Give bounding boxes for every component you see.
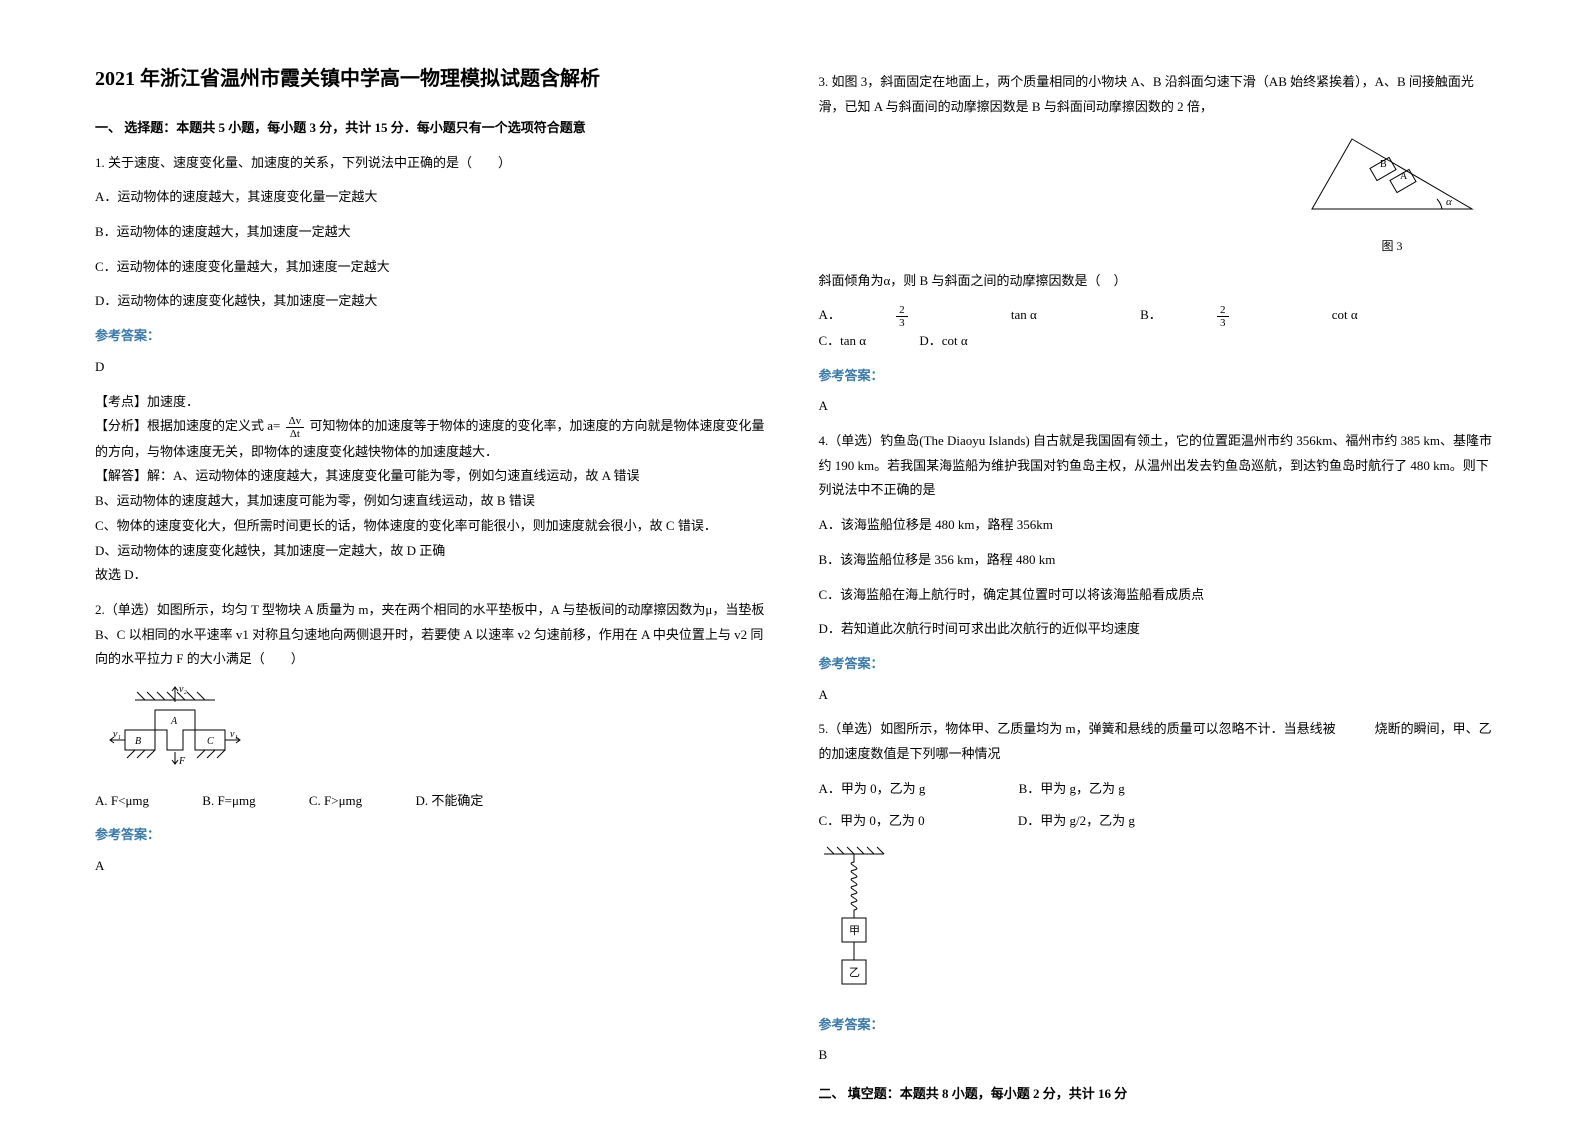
left-column: 2021 年浙江省温州市霞关镇中学高一物理模拟试题含解析 一、 选择题：本题共 … — [70, 60, 794, 1082]
q4-ans: A — [819, 683, 1493, 708]
q1-jd2: B、运动物体的速度越大，其加速度可能为零，例如匀速直线运动，故 B 错误 — [95, 489, 769, 514]
q1-opt-c: C．运动物体的速度变化量越大，其加速度一定越大 — [95, 255, 769, 280]
q4-opt-a: A．该海监船位移是 480 km，路程 356km — [819, 513, 1493, 538]
svg-text:v₁: v₁ — [230, 729, 238, 740]
q5-row1: A．甲为 0，乙为 g B．甲为 g，乙为 g — [819, 777, 1493, 802]
svg-text:B: B — [135, 736, 141, 747]
q5-row2: C．甲为 0，乙为 0 D．甲为 g/2，乙为 g — [819, 809, 1493, 834]
q2-opt-b: B. F=μmg — [202, 789, 255, 814]
q2-stem: 2.（单选）如图所示，均匀 T 型物块 A 质量为 m，夹在两个相同的水平垫板中… — [95, 598, 769, 672]
q2-ans-label: 参考答案： — [95, 823, 769, 848]
q1-opt-a: A．运动物体的速度越大，其速度变化量一定越大 — [95, 185, 769, 210]
q1-jd4: D、运动物体的速度变化越快，其加速度一定越大，故 D 正确 — [95, 539, 769, 564]
q5-ans: B — [819, 1043, 1493, 1068]
q2-opt-c: C. F>μmg — [309, 789, 362, 814]
q1-opt-b: B．运动物体的速度越大，其加速度一定越大 — [95, 220, 769, 245]
q4-stem: 4.（单选）钓鱼岛(The Diaoyu Islands) 自古就是我国固有领土… — [819, 429, 1493, 503]
q5-figure: 甲 乙 — [819, 844, 1493, 1003]
q5-stem: 5.（单选）如图所示，物体甲、乙质量均为 m，弹簧和悬线的质量可以忽略不计．当悬… — [819, 717, 1493, 766]
section-2-head: 二、 填空题：本题共 8 小题，每小题 2 分，共计 16 分 — [819, 1082, 1493, 1107]
q3-stem1: 3. 如图 3，斜面固定在地面上，两个质量相同的小物块 A、B 沿斜面匀速下滑（… — [819, 70, 1493, 119]
q5-opt-b: B．甲为 g，乙为 g — [1019, 777, 1125, 802]
q3-opt-b: B． 2 3 cot α — [1140, 303, 1408, 329]
svg-text:甲: 甲 — [849, 925, 860, 937]
q3-stem2: 斜面倾角为α，则 B 与斜面之间的动摩擦因数是（ ） — [819, 269, 1493, 294]
q1-jd1: 【解答】解：A、运动物体的速度越大，其速度变化量可能为零，例如匀速直线运动，故 … — [95, 464, 769, 489]
page-title: 2021 年浙江省温州市霞关镇中学高一物理模拟试题含解析 — [95, 60, 769, 98]
right-column: 3. 如图 3，斜面固定在地面上，两个质量相同的小物块 A、B 沿斜面匀速下滑（… — [794, 60, 1518, 1082]
q1-frac: Δv Δt — [286, 415, 305, 440]
q3-figure-wrap: B A α 图 3 — [819, 129, 1493, 258]
svg-text:乙: 乙 — [849, 966, 860, 979]
q1-frac-den: Δt — [286, 428, 305, 440]
svg-text:B: B — [1380, 159, 1387, 170]
q5-opt-d: D．甲为 g/2，乙为 g — [1018, 809, 1135, 834]
q1-ans: D — [95, 355, 769, 380]
q2-figure: v₂ v₁ v₁ A B C F — [95, 682, 769, 781]
q2-options: A. F<μmg B. F=μmg C. F>μmg D. 不能确定 — [95, 789, 769, 814]
q3-options: A． 2 3 tan α B． 2 3 cot α C．tan α D．cot … — [819, 303, 1493, 353]
q3-fig-label: 图 3 — [1292, 235, 1492, 258]
q5-opt-a: A．甲为 0，乙为 g — [819, 777, 926, 802]
svg-text:A: A — [1400, 171, 1408, 182]
q1-fx-pre: 【分析】根据加速度的定义式 a= — [95, 418, 280, 433]
q1-stem: 1. 关于速度、速度变化量、加速度的关系，下列说法中正确的是（ ） — [95, 151, 769, 176]
q1-jd5: 故选 D． — [95, 563, 769, 588]
q5-opt-c: C．甲为 0，乙为 0 — [819, 809, 925, 834]
q5-ans-label: 参考答案： — [819, 1013, 1493, 1038]
q4-ans-label: 参考答案： — [819, 652, 1493, 677]
svg-text:F: F — [178, 756, 186, 767]
q2-ans: A — [95, 854, 769, 879]
section-1-head: 一、 选择题：本题共 5 小题，每小题 3 分，共计 15 分．每小题只有一个选… — [95, 116, 769, 141]
q3-opt-d: D．cot α — [919, 329, 967, 354]
q3-ans: A — [819, 394, 1493, 419]
q4-opt-b: B．该海监船位移是 356 km，路程 480 km — [819, 548, 1493, 573]
q1-kd: 【考点】加速度． — [95, 390, 769, 415]
q1-ans-label: 参考答案： — [95, 324, 769, 349]
q1-jd3: C、物体的速度变化大，但所需时间更长的话，物体速度的变化率可能很小，则加速度就会… — [95, 514, 769, 539]
q4-opt-d: D．若知道此次航行时间可求出此次航行的近似平均速度 — [819, 617, 1493, 642]
q2-opt-d: D. 不能确定 — [415, 789, 483, 814]
q3-opt-c: C．tan α — [819, 329, 867, 354]
svg-text:A: A — [170, 716, 178, 727]
q1-frac-num: Δv — [286, 415, 305, 428]
svg-text:C: C — [207, 736, 214, 747]
q3-figure: B A α 图 3 — [1292, 129, 1492, 257]
q1-opt-d: D．运动物体的速度变化越快，其加速度一定越大 — [95, 289, 769, 314]
svg-text:v₂: v₂ — [179, 684, 187, 695]
q1-fx: 【分析】根据加速度的定义式 a= Δv Δt 可知物体的加速度等于物体的速度的变… — [95, 414, 769, 464]
q3-opt-a: A． 2 3 tan α — [819, 303, 1087, 329]
q3-ans-label: 参考答案： — [819, 364, 1493, 389]
q4-opt-c: C．该海监船在海上航行时，确定其位置时可以将该海监船看成质点 — [819, 583, 1493, 608]
q2-opt-a: A. F<μmg — [95, 789, 149, 814]
svg-text:α: α — [1446, 196, 1452, 208]
svg-text:v₁: v₁ — [113, 729, 121, 740]
